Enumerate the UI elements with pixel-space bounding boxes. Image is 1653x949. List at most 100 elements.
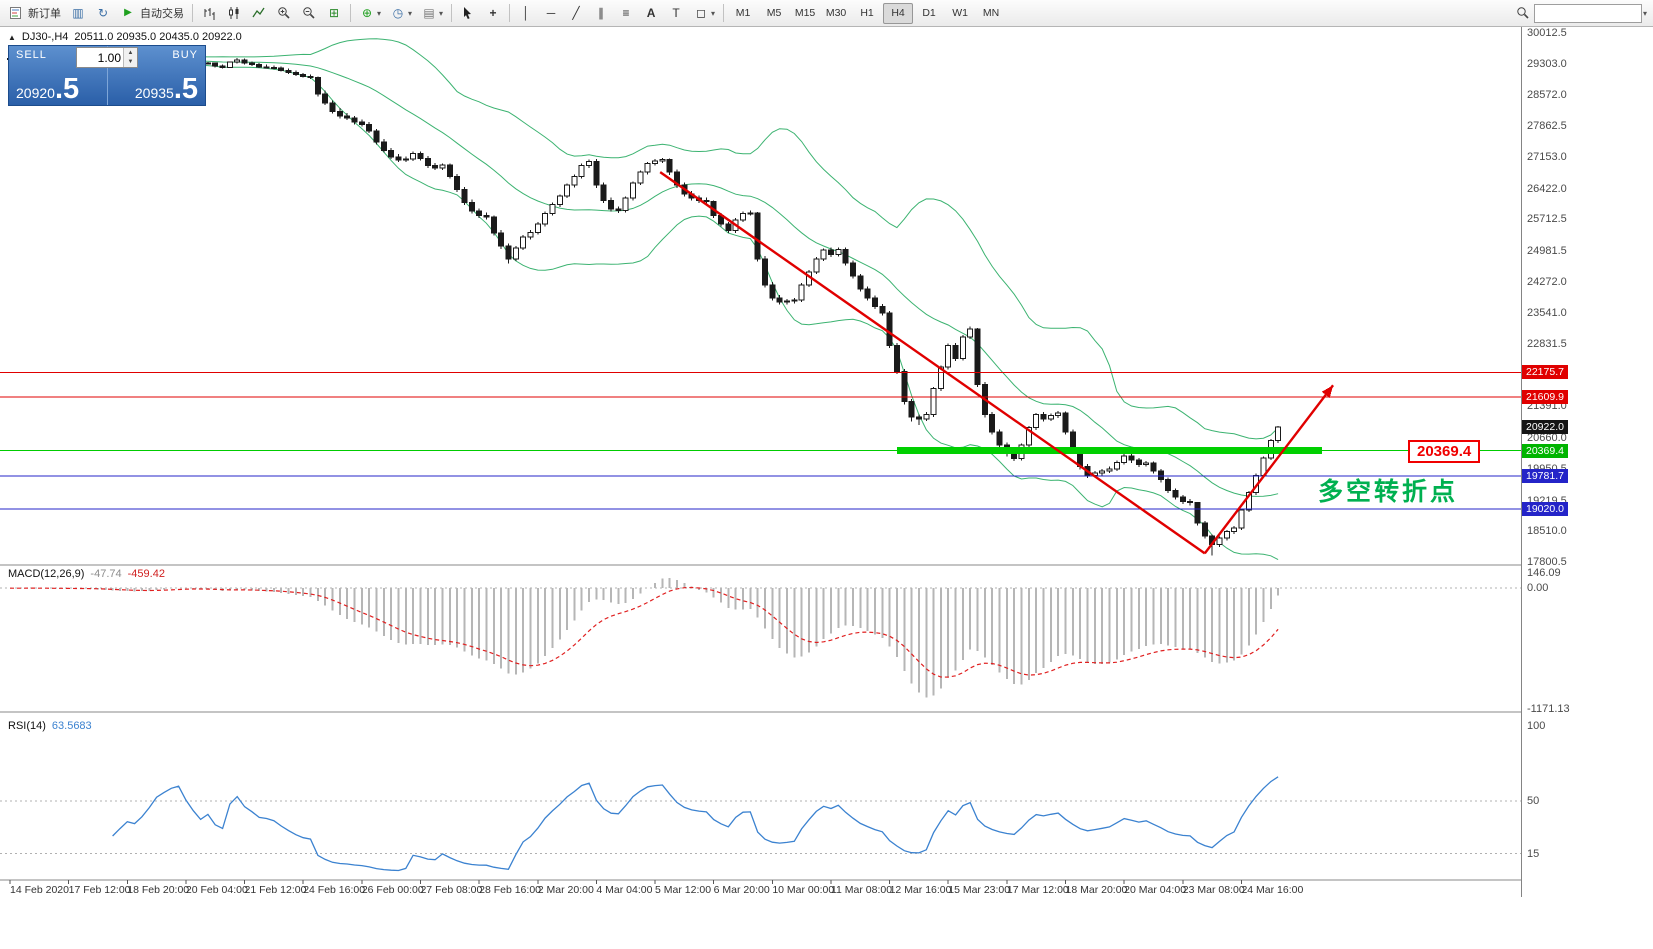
price-axis-label: 20660.0	[1527, 432, 1567, 445]
new-order-button[interactable]: 新订单	[4, 3, 65, 24]
label-button[interactable]: T	[664, 3, 688, 24]
shapes-button[interactable]: ◻ ▾	[689, 3, 719, 24]
templates-button[interactable]: ▤ ▾	[417, 3, 447, 24]
ohlc-values: 20511.0 20935.0 20435.0 20922.0	[74, 31, 242, 43]
buy-label: BUY	[172, 49, 198, 61]
volume-up-button[interactable]: ▲	[124, 48, 137, 58]
price-tag: 22175.7	[1522, 365, 1568, 380]
price-tag: 19020.0	[1522, 502, 1568, 517]
timeframe-m30[interactable]: M30	[825, 7, 847, 19]
price-tag: 20369.4	[1522, 443, 1568, 458]
bar-chart-button[interactable]	[197, 3, 221, 24]
periods-button[interactable]: ◷ ▾	[386, 3, 416, 24]
rsi-value: 63.5683	[51, 720, 92, 732]
refresh-button[interactable]: ↻	[91, 3, 115, 24]
time-axis-label: 20 Mar 04:00	[1124, 884, 1187, 896]
new-order-icon	[8, 5, 24, 21]
time-axis[interactable]: 14 Feb 2020 17 Feb 12:00 18 Feb 20:00 20 Fe…	[0, 883, 1521, 897]
time-axis-label: 18 Feb 20:00	[127, 884, 190, 896]
trendline-button[interactable]: ╱	[564, 3, 588, 24]
zoom-out-button[interactable]	[297, 3, 321, 24]
price-axis-label: 24981.5	[1527, 244, 1567, 257]
symbol-name: DJ30-,H4	[21, 31, 69, 43]
play-icon: ▶	[124, 7, 132, 18]
label-icon: T	[672, 6, 680, 20]
channel-button[interactable]: ∥	[589, 3, 613, 24]
volume-input[interactable]	[77, 48, 123, 67]
timeframe-d1[interactable]: D1	[922, 7, 936, 19]
buy-price: 20935.5	[134, 72, 198, 105]
buy-button[interactable]: BUY 20935.5	[107, 46, 205, 105]
timeframe-m5[interactable]: M5	[766, 7, 782, 19]
template-icon: ▤	[423, 6, 435, 20]
toolbar-separator	[723, 4, 725, 22]
time-axis-label: 14 Feb 2020	[10, 884, 69, 896]
price-axis-label: 24272.0	[1527, 275, 1567, 288]
macd-signal-value: -459.42	[127, 568, 165, 580]
candlestick-button[interactable]	[222, 3, 246, 24]
fibonacci-icon: ≡	[622, 6, 630, 20]
chevron-down-icon: ▾	[408, 8, 413, 18]
autotrade-label: 自动交易	[140, 8, 184, 20]
macd-main-value: -47.74	[90, 568, 122, 580]
symbol-info: ▲ DJ30-,H4 20511.0 20935.0 20435.0 20922…	[8, 31, 242, 43]
collapse-panel-icon[interactable]: ▲	[8, 32, 16, 42]
vertical-line-button[interactable]: │	[514, 3, 538, 24]
bar-chart-icon	[201, 5, 217, 21]
timeframe-w1[interactable]: W1	[952, 7, 968, 19]
zoom-in-button[interactable]	[272, 3, 296, 24]
vertical-line-icon: │	[522, 6, 530, 20]
macd-label: MACD(12,26,9) -47.74 -459.42	[8, 568, 165, 580]
tile-windows-button[interactable]: ⊞	[322, 3, 346, 24]
one-click-trade-panel: SELL 20920.5 BUY 20935.5 ▲ ▼	[8, 45, 206, 106]
rsi-scale-label: 15	[1527, 847, 1540, 860]
indicators-button[interactable]: ⊕ ▾	[355, 3, 385, 24]
timeframe-m1[interactable]: M1	[735, 7, 751, 19]
sell-label: SELL	[16, 49, 47, 61]
text-button[interactable]: A	[639, 3, 663, 24]
line-chart-button[interactable]	[247, 3, 271, 24]
toolbar-separator	[192, 4, 193, 22]
rsi-scale-label: 50	[1527, 795, 1540, 807]
price-axis-label: 26422.0	[1527, 182, 1567, 195]
sell-price: 20920.5	[16, 72, 80, 105]
price-axis-label: 23541.0	[1527, 307, 1567, 320]
price-tag: 21609.9	[1522, 389, 1568, 404]
volume-down-button[interactable]: ▼	[124, 57, 137, 67]
price-axis[interactable]: 30012.5 29303.0 28572.0 27862.5 27153.0 26422…	[1521, 27, 1653, 897]
price-axis-label: 22831.5	[1527, 338, 1567, 351]
chevron-down-icon: ▾	[439, 8, 444, 18]
zoom-out-icon	[301, 5, 317, 21]
time-axis-label: 10 Mar 00:00	[772, 884, 835, 896]
timeframe-m15[interactable]: M15	[794, 7, 816, 19]
horizontal-line-icon: ─	[546, 6, 556, 20]
rsi-scale-label: 100	[1527, 720, 1546, 732]
new-order-label: 新订单	[28, 8, 61, 20]
indicators-icon: ⊕	[361, 6, 373, 20]
chart-window-button[interactable]: ▥	[66, 3, 90, 24]
timeframe-h1[interactable]: H1	[860, 7, 874, 19]
autotrade-button[interactable]: ▶ 自动交易	[116, 3, 188, 24]
fibonacci-button[interactable]: ≡	[614, 3, 638, 24]
macd-scale-label: -1171.13	[1527, 703, 1570, 715]
toolbar-separator	[509, 4, 511, 22]
time-axis-label: 21 Feb 12:00	[244, 884, 307, 896]
time-axis-label: 23 Mar 08:00	[1182, 884, 1245, 896]
tile-windows-icon: ⊞	[328, 6, 340, 20]
timeframe-mn[interactable]: MN	[982, 7, 1000, 19]
crosshair-button[interactable]: +	[481, 3, 505, 24]
horizontal-line-button[interactable]: ─	[539, 3, 563, 24]
timeframe-h4[interactable]: H4	[883, 2, 914, 24]
time-axis-label: 20 Feb 04:00	[185, 884, 248, 896]
price-tag: 19781.7	[1522, 469, 1568, 484]
search-input[interactable]	[1533, 3, 1642, 23]
time-axis-label: 2 Mar 20:00	[537, 884, 594, 896]
turning-point-annotation: 多空转折点	[1318, 478, 1459, 506]
chart-canvas[interactable]	[0, 27, 1521, 885]
time-axis-label: 17 Feb 12:00	[68, 884, 131, 896]
support-level-label: 20369.4	[1408, 440, 1481, 463]
time-axis-label: 18 Mar 20:00	[1065, 884, 1128, 896]
sell-button[interactable]: SELL 20920.5	[9, 46, 108, 105]
search-box: ▾	[1515, 3, 1649, 23]
cursor-button[interactable]	[456, 3, 480, 24]
